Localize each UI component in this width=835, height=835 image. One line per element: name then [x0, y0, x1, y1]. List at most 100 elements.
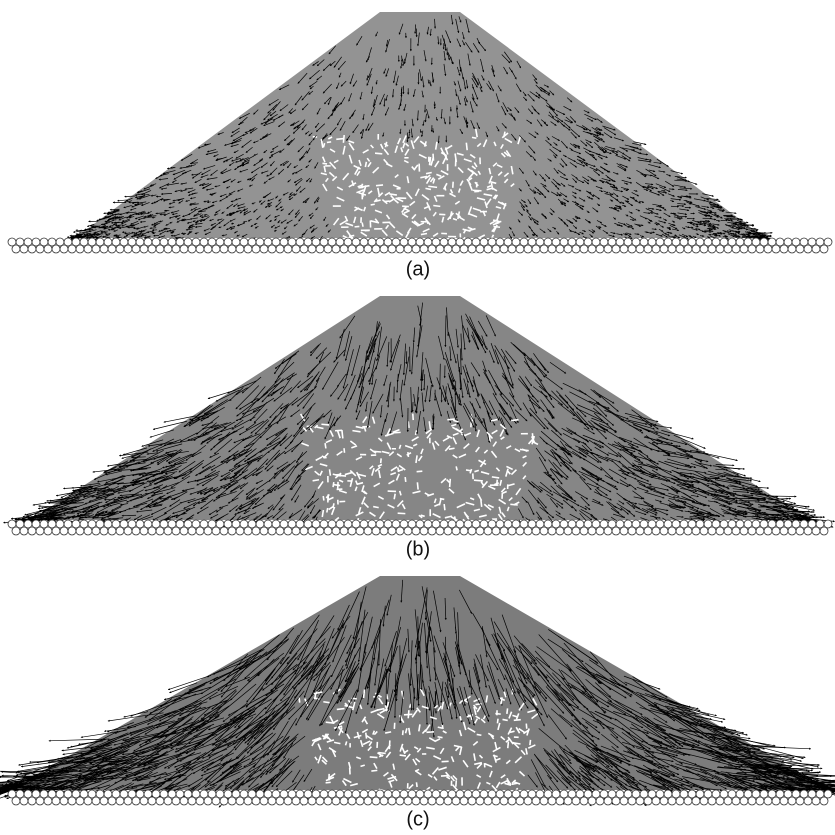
grain	[28, 527, 36, 535]
velocity-arrow	[322, 163, 327, 164]
grain	[108, 245, 116, 253]
velocity-arrow	[405, 477, 406, 482]
grain	[52, 245, 60, 253]
grain	[668, 245, 676, 253]
grain	[580, 245, 588, 253]
grain	[524, 527, 532, 535]
grain	[684, 245, 692, 253]
velocity-arrow	[400, 755, 406, 756]
grain	[572, 245, 580, 253]
grain	[796, 527, 804, 535]
grain	[436, 245, 444, 253]
grain	[460, 245, 468, 253]
grain	[788, 527, 796, 535]
grain	[780, 245, 788, 253]
grain	[452, 527, 460, 535]
velocity-arrow	[416, 782, 417, 787]
grain	[188, 245, 196, 253]
grain	[516, 245, 524, 253]
grain	[692, 245, 700, 253]
grain	[60, 527, 68, 535]
velocity-arrow	[342, 430, 343, 438]
grain	[276, 527, 284, 535]
grain	[196, 527, 204, 535]
velocity-arrow	[333, 482, 334, 487]
grain	[620, 527, 628, 535]
grain	[212, 527, 220, 535]
grain	[164, 527, 172, 535]
grain	[268, 527, 276, 535]
grain	[236, 245, 244, 253]
velocity-arrow	[408, 421, 409, 428]
grain	[428, 245, 436, 253]
grain	[244, 527, 252, 535]
grain	[348, 245, 356, 253]
velocity-arrow	[419, 724, 420, 731]
grain	[364, 527, 372, 535]
grain	[700, 245, 708, 253]
velocity-arrow	[444, 504, 445, 510]
grain	[812, 245, 820, 253]
grain	[628, 527, 636, 535]
grain	[268, 245, 276, 253]
grain	[68, 527, 76, 535]
pile-body	[75, 12, 765, 238]
grain	[284, 527, 292, 535]
grain	[588, 245, 596, 253]
velocity-arrow	[428, 186, 437, 187]
grain	[92, 527, 100, 535]
grain	[540, 527, 548, 535]
velocity-arrow	[327, 142, 331, 143]
grain	[220, 527, 228, 535]
grain	[652, 527, 660, 535]
grain	[748, 527, 756, 535]
grain	[156, 527, 164, 535]
grain	[404, 245, 412, 253]
velocity-arrow	[321, 424, 329, 425]
grain	[140, 245, 148, 253]
grain	[236, 527, 244, 535]
velocity-arrow	[327, 508, 328, 513]
velocity-arrow	[433, 206, 440, 207]
grain	[28, 245, 36, 253]
grain	[492, 527, 500, 535]
grain	[572, 527, 580, 535]
velocity-arrow	[481, 500, 482, 507]
grain	[604, 527, 612, 535]
grain	[764, 527, 772, 535]
grain	[548, 527, 556, 535]
grain	[540, 245, 548, 253]
velocity-arrow	[404, 714, 412, 715]
grain	[356, 245, 364, 253]
grain	[556, 527, 564, 535]
velocity-arrow	[497, 719, 498, 724]
grain	[492, 245, 500, 253]
velocity-arrow	[450, 479, 451, 487]
velocity-arrow	[394, 494, 395, 500]
velocity-arrow	[417, 482, 418, 489]
grain	[484, 527, 492, 535]
grain	[404, 527, 412, 535]
grain	[252, 245, 260, 253]
grain	[580, 527, 588, 535]
grain	[772, 527, 780, 535]
grain	[132, 527, 140, 535]
velocity-arrow	[337, 709, 345, 710]
grain	[12, 527, 20, 535]
grain	[756, 245, 764, 253]
velocity-arrow	[323, 496, 324, 501]
grain	[588, 527, 596, 535]
grain	[364, 245, 372, 253]
grain	[12, 245, 20, 253]
grain	[612, 245, 620, 253]
velocity-arrow	[438, 727, 442, 728]
grain	[708, 527, 716, 535]
grain	[548, 245, 556, 253]
grain	[684, 527, 692, 535]
grain	[372, 527, 380, 535]
grain	[764, 245, 772, 253]
grain	[316, 527, 324, 535]
grain	[724, 245, 732, 253]
velocity-arrow	[330, 469, 331, 475]
